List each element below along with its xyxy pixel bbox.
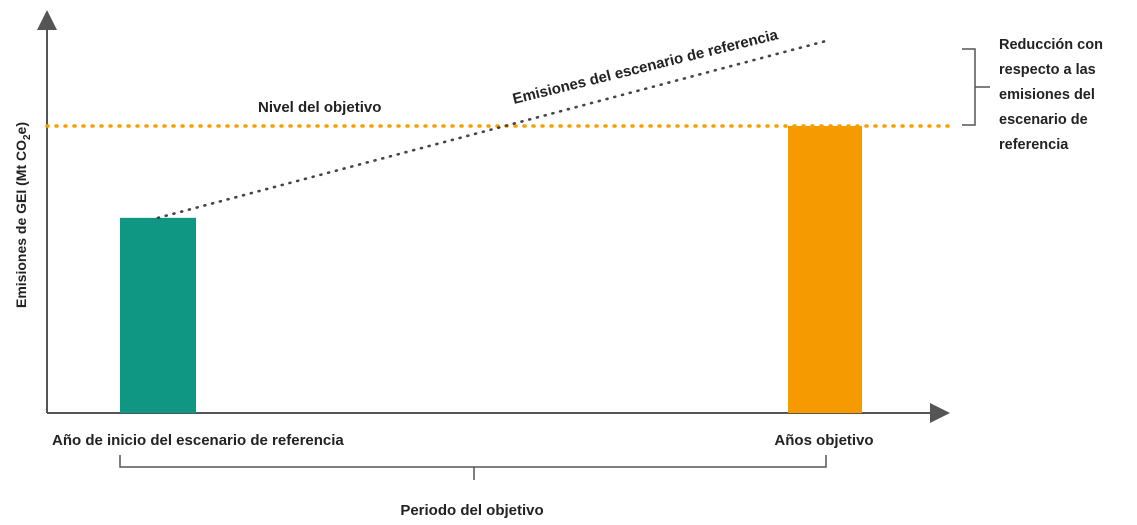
baseline-emissions-label: Emisiones del escenario de referencia: [511, 26, 780, 108]
baseline-emissions-line: [156, 38, 832, 220]
period-bracket: [119, 455, 827, 480]
reduction-label-line: referencia: [999, 137, 1069, 153]
x-label-start: Año de inicio del escenario de referenci…: [52, 432, 344, 449]
x-label-end: Años objetivo: [774, 432, 873, 449]
reduction-bracket: [962, 48, 990, 126]
base-year-bar: [120, 217, 196, 413]
period-label: Periodo del objetivo: [400, 502, 543, 519]
reduction-label-line: escenario de: [999, 112, 1088, 128]
reduction-label: Reducción con respecto a las emisiones del…: [999, 37, 1103, 153]
reduction-label-line: Reducción con: [999, 37, 1103, 53]
y-axis-label: Emisiones de GEI (Mt CO2e): [13, 122, 33, 308]
target-year-bar: [788, 126, 862, 413]
reduction-label-line: respecto a las: [999, 62, 1096, 78]
target-level-label: Nivel del objetivo: [258, 99, 381, 116]
reduction-label-line: emisiones del: [999, 87, 1095, 103]
